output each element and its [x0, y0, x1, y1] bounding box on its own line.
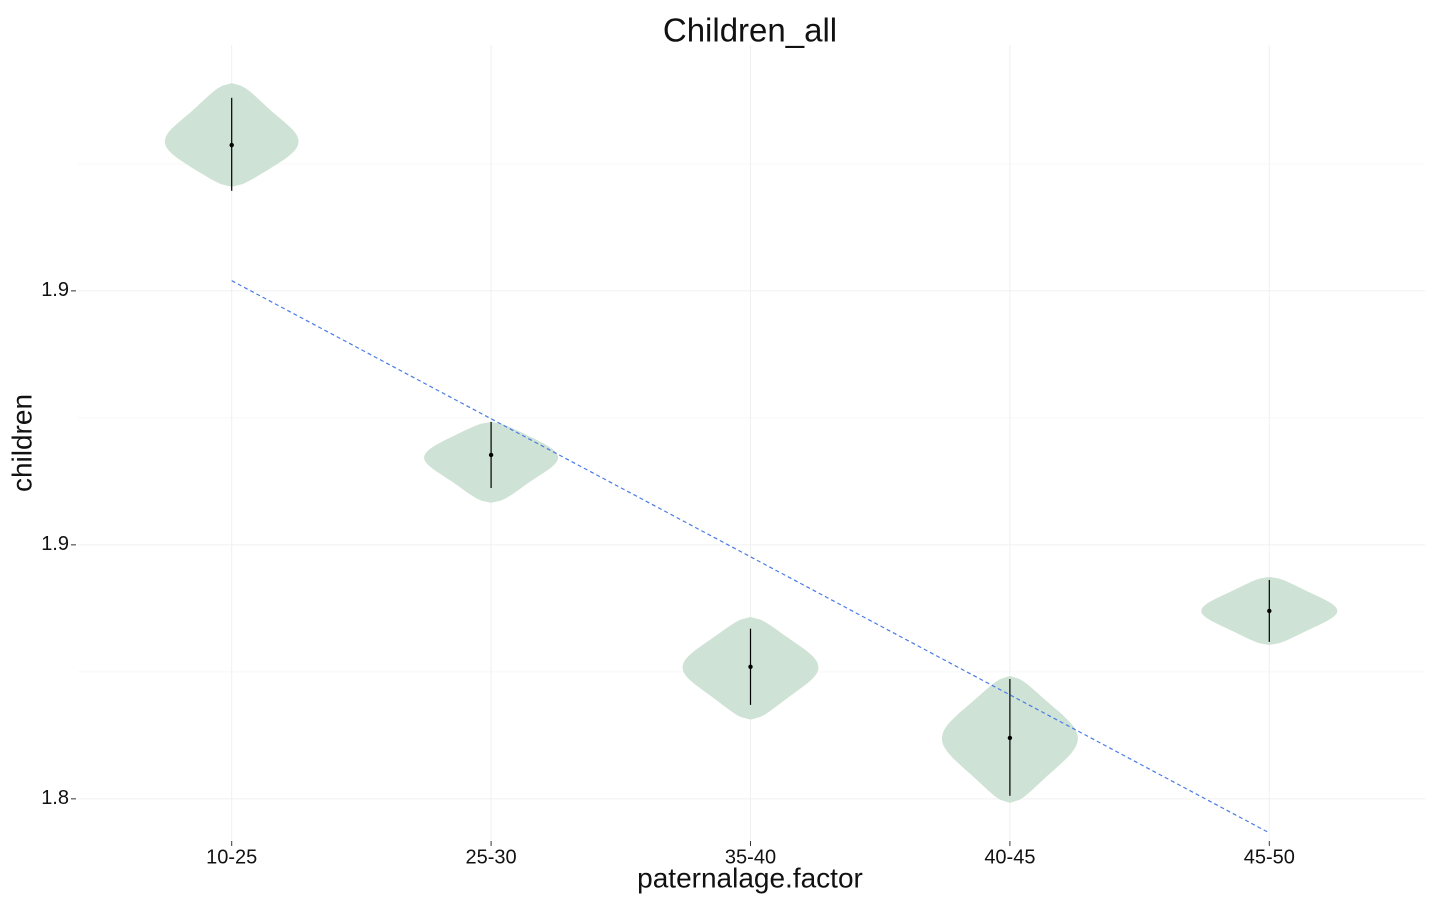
- median-point: [1267, 608, 1272, 614]
- y-axis-title: children: [6, 394, 37, 492]
- chart-title: Children_all: [663, 12, 837, 49]
- x-tick-label: 40-45: [984, 846, 1035, 868]
- median-point: [1007, 735, 1013, 741]
- y-tick-label: 1.9: [41, 279, 69, 301]
- median-point: [488, 452, 494, 458]
- x-tick-label: 45-50: [1244, 846, 1295, 868]
- x-tick-label: 10-25: [206, 846, 257, 868]
- y-tick-label: 1.8: [41, 787, 69, 809]
- x-axis-title: paternalage.factor: [637, 862, 863, 893]
- x-tick-label: 35-40: [725, 846, 776, 868]
- median-point: [229, 142, 234, 148]
- median-point: [748, 664, 753, 669]
- y-tick-label: 1.9: [41, 533, 69, 555]
- x-tick-label: 25-30: [466, 846, 517, 868]
